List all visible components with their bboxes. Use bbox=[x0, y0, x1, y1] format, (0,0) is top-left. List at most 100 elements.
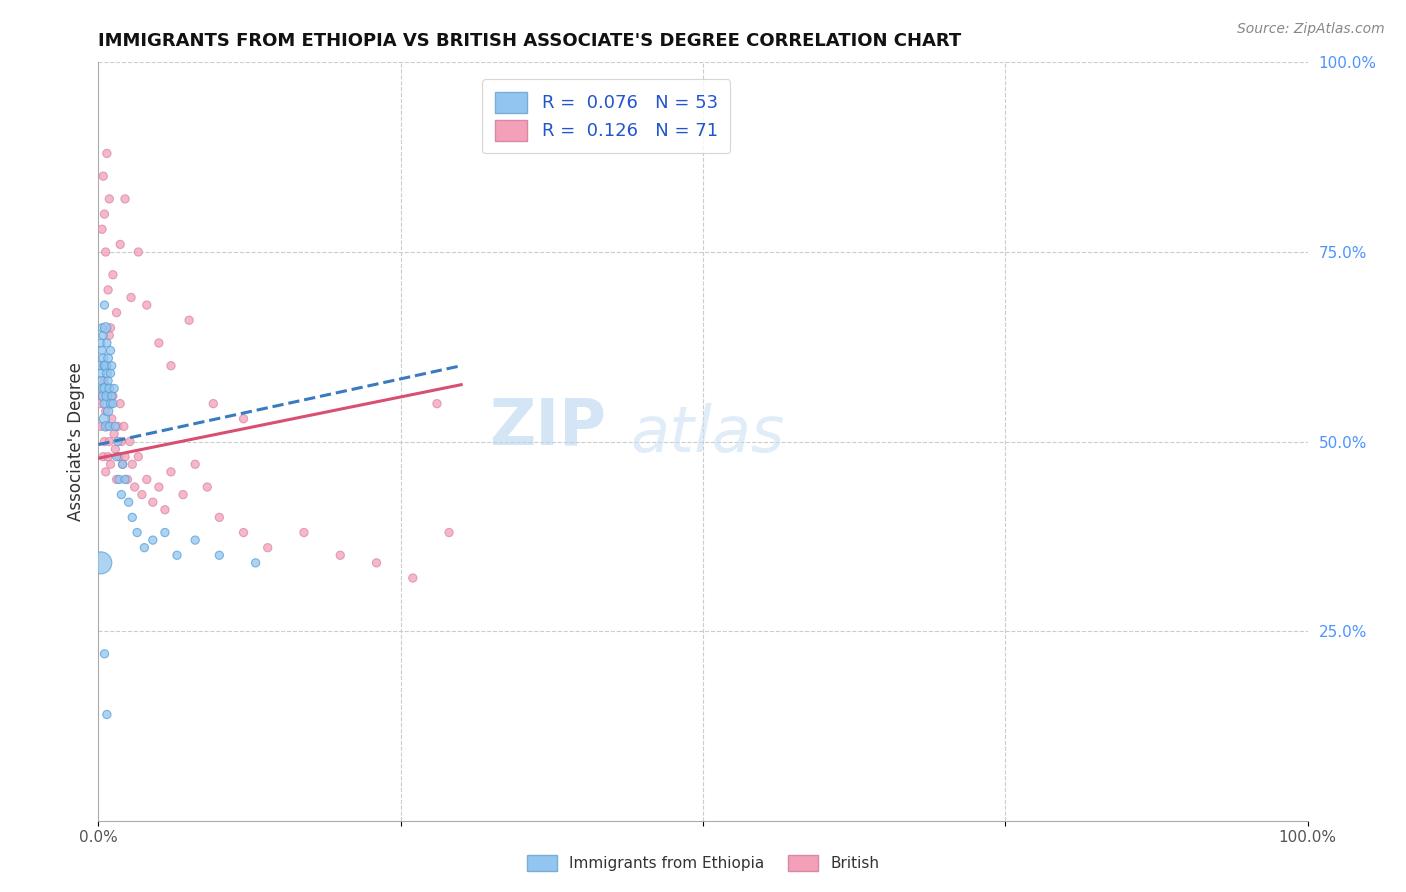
Point bbox=[108, 237, 131, 252]
Legend: Immigrants from Ethiopia, British: Immigrants from Ethiopia, British bbox=[520, 849, 886, 877]
Point bbox=[111, 458, 134, 472]
Point bbox=[93, 396, 115, 410]
Point bbox=[105, 305, 128, 319]
Point bbox=[91, 328, 114, 343]
Y-axis label: Associate's Degree: Associate's Degree bbox=[66, 362, 84, 521]
Point bbox=[121, 458, 143, 472]
Point bbox=[110, 487, 132, 501]
Point bbox=[107, 419, 129, 434]
Text: Source: ZipAtlas.com: Source: ZipAtlas.com bbox=[1237, 22, 1385, 37]
Point bbox=[94, 404, 117, 418]
Point bbox=[329, 548, 352, 563]
Point bbox=[90, 366, 112, 380]
Point bbox=[114, 473, 136, 487]
Point bbox=[108, 473, 131, 487]
Point bbox=[127, 244, 149, 259]
Point bbox=[153, 503, 176, 517]
Point bbox=[101, 268, 124, 282]
Point bbox=[114, 192, 136, 206]
Point bbox=[148, 335, 170, 350]
Point bbox=[93, 298, 115, 312]
Point bbox=[91, 389, 114, 403]
Point bbox=[256, 541, 278, 555]
Point bbox=[93, 359, 115, 373]
Point bbox=[111, 458, 134, 472]
Point bbox=[100, 458, 122, 472]
Point bbox=[172, 487, 194, 501]
Point bbox=[96, 707, 118, 722]
Point bbox=[117, 473, 139, 487]
Point bbox=[103, 382, 125, 396]
Point bbox=[96, 146, 118, 161]
Point bbox=[127, 525, 149, 540]
Point bbox=[179, 313, 201, 327]
Point bbox=[107, 434, 129, 449]
Point bbox=[100, 343, 122, 358]
Point bbox=[114, 450, 136, 464]
Text: ZIP: ZIP bbox=[489, 395, 606, 458]
Point bbox=[135, 298, 157, 312]
Point bbox=[101, 396, 124, 410]
Point bbox=[91, 320, 114, 334]
Point bbox=[90, 335, 112, 350]
Point bbox=[97, 374, 120, 388]
Point bbox=[96, 366, 118, 380]
Point bbox=[91, 450, 114, 464]
Point bbox=[135, 473, 157, 487]
Point bbox=[94, 465, 117, 479]
Point bbox=[96, 335, 118, 350]
Point bbox=[103, 427, 125, 442]
Point bbox=[112, 419, 135, 434]
Point bbox=[97, 389, 120, 403]
Point bbox=[292, 525, 315, 540]
Point bbox=[166, 548, 188, 563]
Point bbox=[90, 419, 112, 434]
Point bbox=[94, 320, 117, 334]
Legend: R =  0.076   N = 53, R =  0.126   N = 71: R = 0.076 N = 53, R = 0.126 N = 71 bbox=[482, 79, 731, 153]
Point bbox=[98, 382, 121, 396]
Point bbox=[98, 419, 121, 434]
Point bbox=[91, 222, 114, 236]
Point bbox=[402, 571, 425, 585]
Point bbox=[100, 366, 122, 380]
Point bbox=[97, 351, 120, 366]
Point bbox=[89, 359, 111, 373]
Point bbox=[98, 192, 121, 206]
Point bbox=[91, 343, 114, 358]
Point bbox=[202, 396, 225, 410]
Point bbox=[142, 533, 165, 548]
Point bbox=[93, 434, 115, 449]
Point bbox=[160, 465, 183, 479]
Point bbox=[94, 419, 117, 434]
Point bbox=[91, 382, 114, 396]
Point bbox=[97, 404, 120, 418]
Point bbox=[184, 533, 207, 548]
Point bbox=[96, 389, 118, 403]
Point bbox=[100, 359, 122, 373]
Point bbox=[96, 359, 118, 373]
Point bbox=[426, 396, 449, 410]
Point bbox=[131, 487, 153, 501]
Point bbox=[208, 548, 231, 563]
Point bbox=[142, 495, 165, 509]
Point bbox=[121, 510, 143, 524]
Point bbox=[97, 283, 120, 297]
Point bbox=[97, 450, 120, 464]
Point bbox=[94, 359, 117, 373]
Point bbox=[93, 374, 115, 388]
Point bbox=[232, 412, 254, 426]
Point bbox=[110, 434, 132, 449]
Point bbox=[160, 359, 183, 373]
Point bbox=[127, 450, 149, 464]
Point bbox=[118, 495, 141, 509]
Point bbox=[105, 473, 128, 487]
Point bbox=[93, 412, 115, 426]
Point bbox=[105, 450, 128, 464]
Point bbox=[437, 525, 460, 540]
Point bbox=[101, 389, 124, 403]
Point bbox=[100, 396, 122, 410]
Point bbox=[118, 434, 141, 449]
Point bbox=[124, 480, 146, 494]
Point bbox=[120, 291, 142, 305]
Point bbox=[98, 434, 121, 449]
